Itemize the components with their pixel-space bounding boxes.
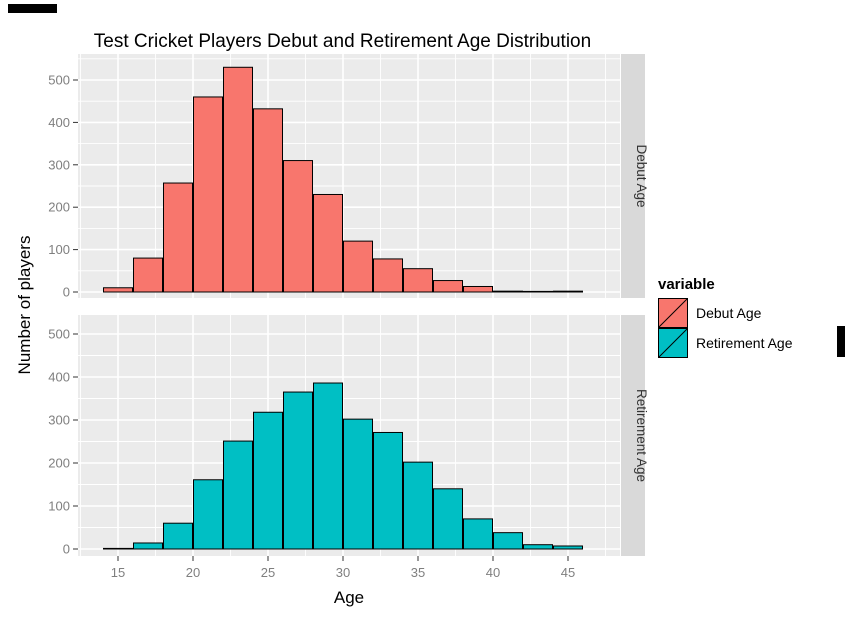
facet-strip-label: Retirement Age [634, 389, 649, 482]
histogram-bar [463, 285, 493, 293]
facet-strip-label: Debut Age [634, 144, 649, 207]
histogram-bar [133, 542, 163, 550]
x-tick-label: 30 [336, 565, 350, 580]
histogram-bar [373, 258, 403, 293]
legend-item-retirement-age: Retirement Age [658, 328, 793, 358]
histogram-bar [433, 280, 463, 293]
histogram-bar [193, 479, 223, 550]
plot-title: Test Cricket Players Debut and Retiremen… [93, 31, 592, 52]
histogram-bar [283, 160, 313, 293]
histogram-bar [103, 287, 133, 293]
histogram-bar [223, 66, 253, 293]
y-tick-label: 300 [48, 413, 70, 428]
legend-label: Debut Age [696, 305, 762, 321]
histogram-bar [433, 488, 463, 550]
facet-retirement-age: 0 100 200 300 400 500 Retirement Age [48, 315, 649, 557]
x-tick-label: 25 [261, 565, 275, 580]
y-tick-label: 500 [48, 327, 70, 342]
y-tick-label: 200 [48, 200, 70, 215]
y-tick-label: 0 [63, 285, 70, 300]
histogram-bar [403, 461, 433, 550]
histogram-bar [133, 257, 163, 293]
histogram-bar [163, 182, 193, 293]
histogram-bar [343, 418, 373, 550]
histogram-bar [313, 193, 343, 293]
x-tick-label: 20 [186, 565, 200, 580]
legend: variable Debut Age Retirement Age [658, 276, 793, 358]
facet-debut-age: 0 100 200 300 400 500 Debut Age [48, 54, 649, 300]
histogram-bar [373, 431, 403, 550]
histogram-bar [463, 518, 493, 550]
histogram-bar [163, 522, 193, 550]
screenshot-artifact-top-left [8, 4, 57, 13]
legend-title: variable [658, 276, 715, 293]
histogram-bar [253, 108, 283, 293]
y-tick-label: 500 [48, 73, 70, 88]
histogram-bar [523, 290, 553, 293]
histogram-bar [553, 545, 583, 550]
y-tick-label: 100 [48, 499, 70, 514]
y-tick-label: 0 [63, 542, 70, 557]
histogram-bar [343, 240, 373, 293]
histogram-bar [253, 411, 283, 550]
y-tick-label: 200 [48, 456, 70, 471]
y-tick-label: 400 [48, 370, 70, 385]
x-tick-label: 15 [111, 565, 125, 580]
x-axis-title: Age [333, 588, 365, 607]
histogram-bar [403, 268, 433, 293]
screenshot-artifact-right-edge [837, 326, 845, 357]
facet-strip-debut-age [621, 54, 645, 298]
histogram-bar [493, 290, 523, 293]
legend-item-debut-age: Debut Age [658, 298, 793, 328]
y-tick-label: 100 [48, 242, 70, 257]
x-axis: 15 20 25 30 35 40 45 [111, 556, 575, 580]
legend-label: Retirement Age [696, 335, 793, 351]
histogram-bar [193, 96, 223, 293]
histogram-bar [313, 382, 343, 550]
y-tick-label: 400 [48, 115, 70, 130]
facet-strip-retirement-age [621, 315, 645, 556]
x-tick-label: 45 [561, 565, 575, 580]
histogram-bar [493, 532, 523, 550]
x-tick-label: 40 [486, 565, 500, 580]
legend-key-debut-age-icon [658, 298, 688, 328]
histogram-bar [103, 547, 133, 550]
histogram-bar [223, 440, 253, 550]
histogram-bar [523, 544, 553, 550]
legend-key-retirement-age-icon [658, 328, 688, 358]
x-tick-label: 35 [411, 565, 425, 580]
y-tick-label: 300 [48, 157, 70, 172]
histogram-bar [553, 290, 583, 293]
histogram-bar [283, 391, 313, 550]
